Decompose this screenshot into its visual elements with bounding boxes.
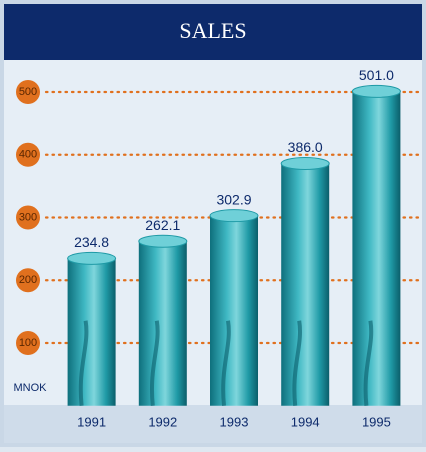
x-tick-label: 1995 [362,414,391,429]
bottle-decoration [150,320,160,406]
bar [138,241,187,406]
bottle-decoration [221,320,231,406]
bar [281,163,330,406]
value-label: 302.9 [216,191,251,207]
bottle-decoration [363,320,374,406]
bars: 234.8 1991 262.1 1992 302.9 1993 386.0 1994 501.… [67,67,401,429]
value-label: 234.8 [74,234,109,250]
value-label: 262.1 [145,217,180,233]
bar-top [67,251,117,265]
tick-badge [16,268,40,293]
y-tick-label: 300 [19,211,37,223]
axis-band [4,405,422,443]
x-tick-label: 1993 [220,414,249,429]
bottle-decoration [292,320,302,406]
chart-title: SALES [179,18,246,43]
bar-top [280,157,330,171]
y-tick-label: 200 [19,274,37,286]
tick-badge [16,142,40,167]
bottle-decoration [78,320,89,406]
unit-label: MNOK [14,382,48,394]
bar-top [351,84,401,98]
bar [352,91,401,406]
y-tick-label: 100 [19,337,37,349]
tick-badge [16,331,40,355]
x-tick-label: 1991 [77,414,106,429]
header-band [4,4,422,60]
x-tick-label: 1992 [148,414,177,429]
y-tick-label: 500 [19,86,37,98]
bar [210,215,258,406]
tick-badge [16,205,40,230]
value-label: 501.0 [359,67,394,83]
bar-top [209,209,259,223]
x-tick-label: 1994 [291,414,320,429]
y-tick-label: 400 [19,149,37,161]
tick-badge [16,80,40,104]
bar [67,258,116,406]
value-label: 386.0 [288,139,323,155]
bar-top [138,234,188,248]
